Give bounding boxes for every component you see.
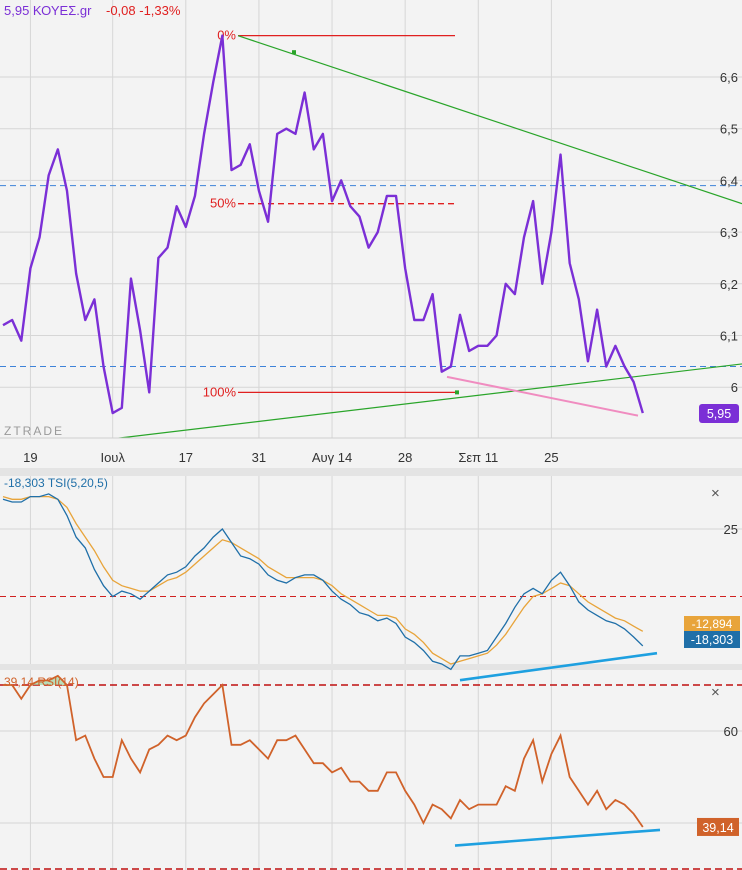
tsi-signal-badge — [684, 616, 740, 631]
rsi-line[interactable] — [3, 674, 644, 828]
tsi-trend-line[interactable] — [459, 651, 658, 682]
tsi-legend[interactable]: -18,303 TSI(5,20,5) — [4, 476, 108, 490]
x-tick-label: Σεπ 11 — [458, 450, 498, 465]
y-tick-label: 6 — [731, 380, 738, 395]
rsi-trend-line[interactable] — [454, 828, 661, 847]
x-tick-label: 17 — [179, 450, 193, 465]
panel-divider-2[interactable] — [0, 664, 742, 670]
x-tick-label: Ιουλ — [100, 450, 125, 465]
last-price-badge-label: 5,95 — [707, 407, 731, 421]
y-tick-label: 6,2 — [720, 277, 738, 292]
tsi-line[interactable] — [2, 493, 644, 671]
rsi-badge — [697, 817, 739, 836]
x-axis-band — [0, 438, 742, 468]
change-label: -0,08 -1,33% — [106, 3, 181, 18]
rsi-legend[interactable]: 39,14 RSI(14) — [4, 675, 79, 689]
symbol-label[interactable]: 5,95 ΚΟΥΕΣ.gr — [4, 3, 92, 18]
close-icon[interactable]: × — [711, 684, 720, 701]
tsi-signal-badge-label: -12,894 — [692, 617, 733, 631]
y-tick-label: 6,6 — [720, 70, 738, 85]
axes: 19 Ιουλ 17 31 Αυγ 14 28 Σεπ 11 25 — [0, 437, 742, 468]
x-tick-label: 19 — [23, 450, 37, 465]
tsi-badge — [684, 631, 740, 648]
x-tick-label: 25 — [544, 450, 558, 465]
fib-level-label: 0% — [217, 28, 236, 43]
y-tick-label: 6,1 — [720, 329, 738, 344]
y-tick-label: 25 — [724, 522, 738, 537]
price-panel[interactable]: 0% 50% 100% 6 6,1 6,2 6,3 6,4 6,5 6,6 5,95 — [0, 28, 742, 440]
watermark-logo: ZTRADE — [4, 424, 64, 438]
rsi-panel[interactable]: 406039,14 — [0, 674, 742, 870]
price-line[interactable] — [2, 34, 644, 415]
x-tick-label: Αυγ 14 — [312, 450, 352, 465]
trend-line-handle[interactable] — [455, 390, 459, 395]
last-price-badge — [699, 404, 739, 424]
fib-level-label: 50% — [210, 196, 236, 211]
y-tick-label: 6,5 — [720, 122, 738, 137]
y-tick-label: 6,3 — [720, 225, 738, 240]
trend-line-lower[interactable] — [111, 363, 742, 440]
pink-trend-line[interactable] — [446, 375, 639, 417]
rsi-overbought-fill — [30, 675, 73, 685]
trend-line-handle[interactable] — [292, 50, 296, 55]
y-tick-label: 6,4 — [720, 173, 738, 188]
close-icon[interactable]: × — [711, 485, 720, 502]
trend-line-upper[interactable] — [237, 35, 742, 205]
panel-divider-1[interactable] — [0, 468, 742, 476]
x-tick-label: 28 — [398, 450, 412, 465]
rsi-badge-label: 39,14 — [702, 821, 733, 835]
tsi-badge-label: -18,303 — [691, 633, 733, 647]
x-tick-label: 31 — [252, 450, 266, 465]
y-tick-label: 60 — [724, 724, 738, 739]
tsi-panel[interactable]: 25 -12,894 -18,303 — [0, 493, 742, 682]
fib-level-label: 100% — [203, 384, 237, 399]
